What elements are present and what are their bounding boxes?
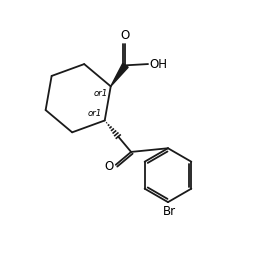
Text: or1: or1 xyxy=(88,109,102,118)
Polygon shape xyxy=(111,63,128,86)
Text: or1: or1 xyxy=(94,89,108,98)
Text: O: O xyxy=(104,160,113,173)
Text: O: O xyxy=(121,29,130,43)
Text: Br: Br xyxy=(162,205,176,218)
Text: OH: OH xyxy=(149,58,167,70)
